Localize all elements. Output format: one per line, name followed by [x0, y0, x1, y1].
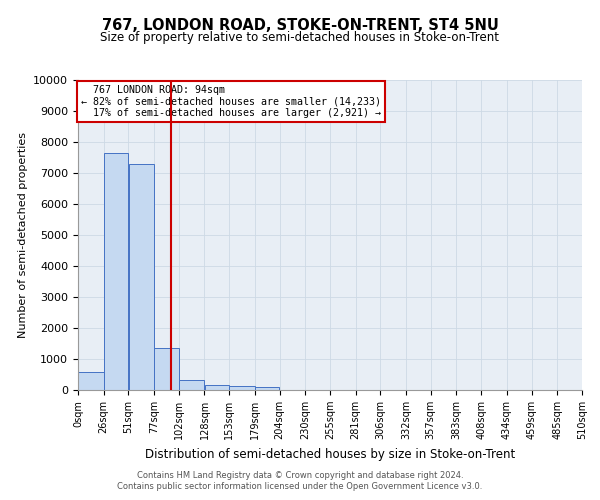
Bar	[229, 386, 255, 390]
Bar	[128, 164, 154, 390]
Bar	[179, 380, 205, 390]
Text: Size of property relative to semi-detached houses in Stoke-on-Trent: Size of property relative to semi-detach…	[101, 31, 499, 44]
Text: 767, LONDON ROAD, STOKE-ON-TRENT, ST4 5NU: 767, LONDON ROAD, STOKE-ON-TRENT, ST4 5N…	[101, 18, 499, 32]
Y-axis label: Number of semi-detached properties: Number of semi-detached properties	[18, 132, 28, 338]
Bar	[78, 372, 104, 390]
Text: Contains public sector information licensed under the Open Government Licence v3: Contains public sector information licen…	[118, 482, 482, 491]
Bar	[205, 385, 229, 390]
Bar	[104, 153, 128, 390]
Bar	[255, 387, 280, 390]
Text: Contains HM Land Registry data © Crown copyright and database right 2024.: Contains HM Land Registry data © Crown c…	[137, 471, 463, 480]
Text: 767 LONDON ROAD: 94sqm
← 82% of semi-detached houses are smaller (14,233)
  17% : 767 LONDON ROAD: 94sqm ← 82% of semi-det…	[80, 84, 380, 118]
Bar	[154, 348, 179, 390]
X-axis label: Distribution of semi-detached houses by size in Stoke-on-Trent: Distribution of semi-detached houses by …	[145, 448, 515, 460]
